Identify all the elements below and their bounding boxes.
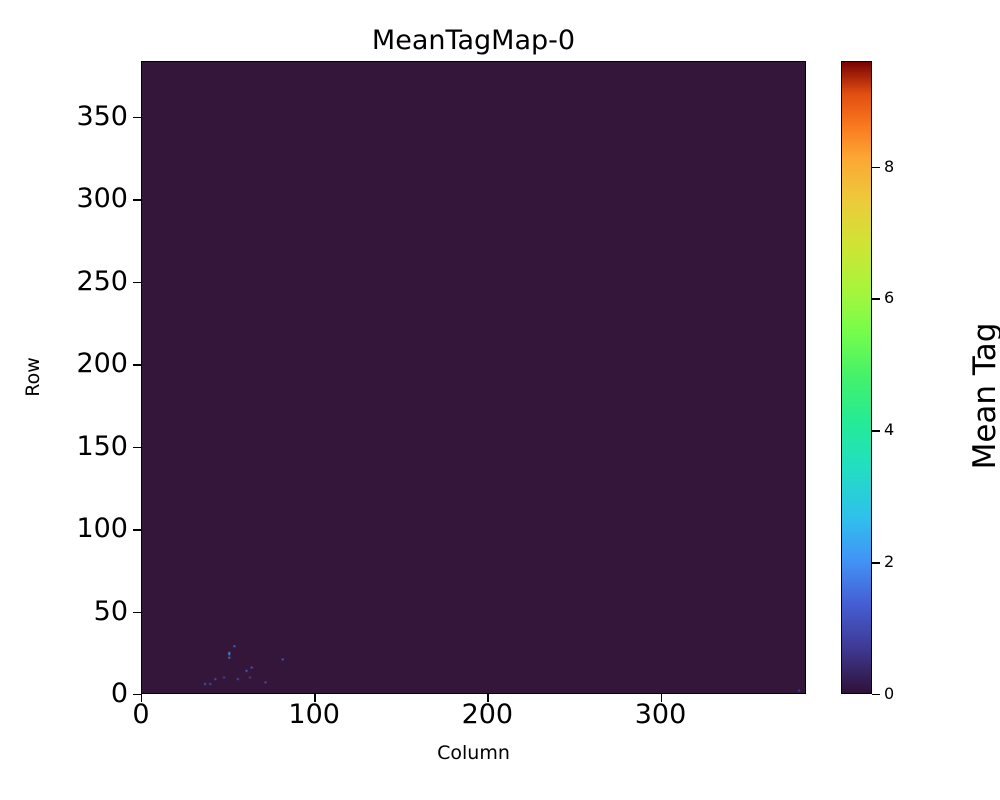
x-axis-tick-mark [314,694,316,702]
colorbar-tick-label: 8 [884,156,895,176]
colorbar-tick-mark [872,562,880,564]
colorbar-tick-mark [872,430,880,432]
heatmap-image [142,62,805,693]
colorbar[interactable] [841,61,872,694]
colorbar-tick-mark [872,166,880,168]
y-axis-tick-mark [133,117,141,119]
y-axis-tick-mark [133,364,141,366]
colorbar-tick-mark [872,694,880,696]
colorbar-tick-label: 4 [884,420,895,440]
colorbar-tick-label: 2 [884,552,895,572]
chart-title: MeanTagMap-0 [371,25,576,56]
y-axis-tick-label: 200 [76,348,128,380]
y-axis-tick-mark [133,281,141,284]
x-axis-tick-mark [487,694,489,702]
x-axis-tick-label: 0 [132,699,150,730]
y-axis-tick-label: 300 [76,183,128,215]
x-axis-tick-label: 100 [288,699,340,730]
y-axis-tick-label: 0 [110,678,128,709]
x-axis-tick-mark [141,694,143,702]
y-axis-tick-mark [133,529,141,531]
y-axis-tick-mark [133,694,141,696]
colorbar-gradient [841,61,872,694]
colorbar-label: Mean Tag [967,322,1000,470]
y-axis-tick-label: 350 [76,101,128,133]
colorbar-tick-mark [872,298,880,300]
x-axis-tick-label: 200 [461,699,514,730]
x-axis-tick-label: 300 [634,699,687,730]
colorbar-tick-label: 0 [884,684,895,703]
y-axis-tick-label: 100 [76,513,128,545]
y-axis-tick-mark [133,199,141,201]
y-axis-tick-label: 50 [93,595,128,627]
x-axis-label: Column [437,742,510,764]
colorbar-tick-label: 6 [884,288,895,308]
y-axis-tick-mark [133,611,141,613]
y-axis-tick-mark [133,446,141,449]
y-axis-tick-labels: 0 50 100 150 200 250 300 350 [0,0,128,800]
y-axis-label: Row [22,357,44,397]
y-axis-tick-label: 150 [76,430,128,462]
heatmap-plot-area[interactable] [141,61,806,694]
y-axis-tick-label: 250 [76,265,128,297]
x-axis-tick-mark [660,694,662,702]
